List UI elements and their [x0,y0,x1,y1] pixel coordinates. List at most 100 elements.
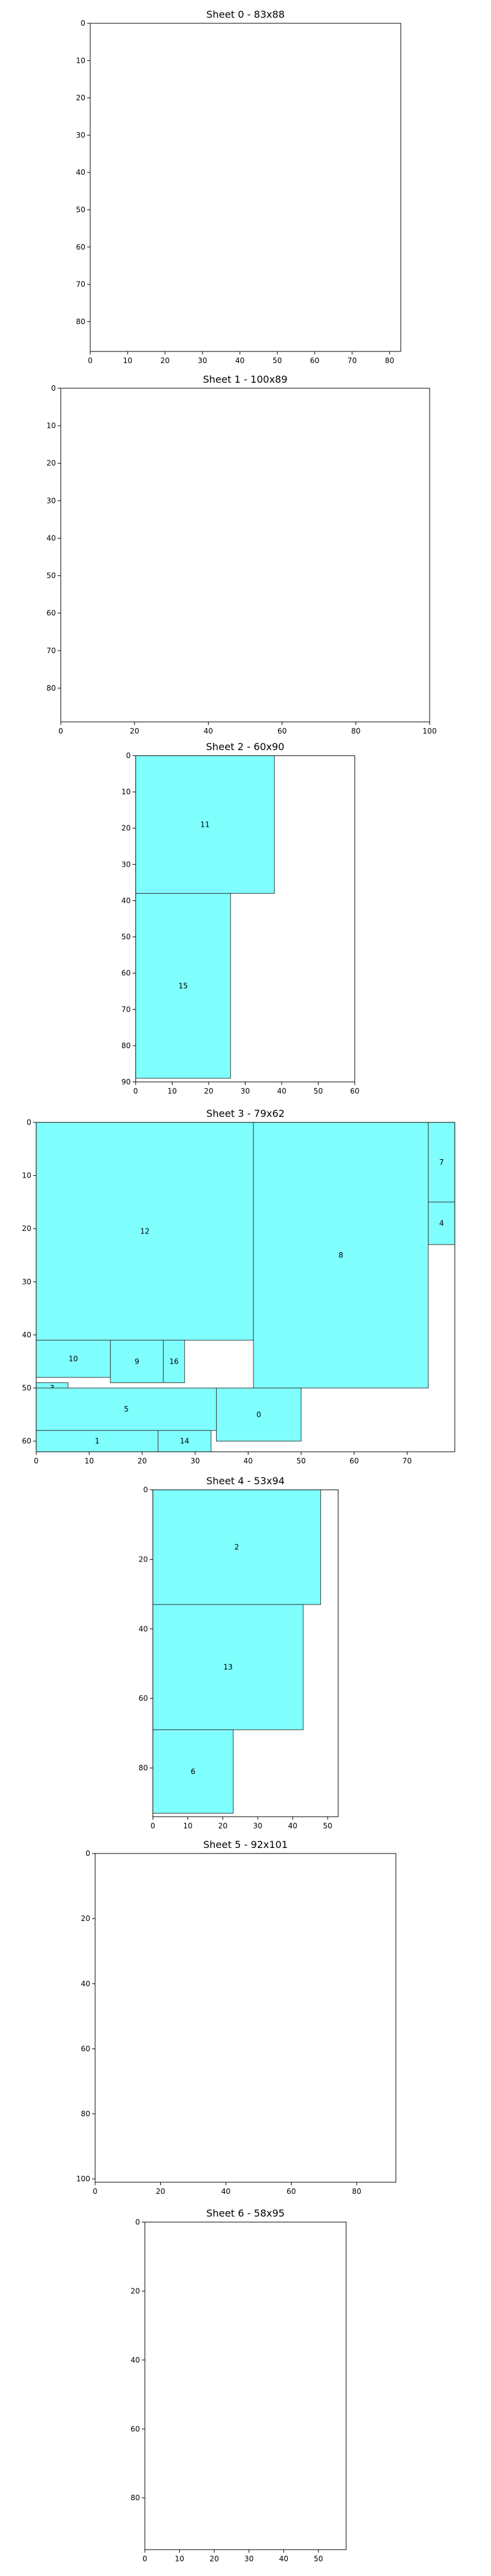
y-tick-label: 50 [122,933,131,941]
y-tick-label: 80 [139,1764,148,1773]
y-tick-label: 0 [143,1485,148,1494]
piece-2: 2 [152,1489,322,1605]
sheet-title: Sheet 2 - 60x90 [206,741,285,753]
x-tick-label: 50 [314,2555,323,2563]
sheet-panel-1: Sheet 1 - 100x89 0 20 40 60 80 100 0 10 20 30 40 50 6… [47,374,437,735]
sheet-panel-2: Sheet 2 - 60x90 11 15 0 10 20 30 40 50 60 0 10 20 30 4… [122,741,360,1095]
piece-6: 6 [152,1729,234,1814]
y-tick-label: 60 [122,969,131,978]
y-tick-label: 10 [122,788,131,796]
y-tick-label: 60 [76,243,85,251]
y-tick-label: 0 [51,384,56,393]
x-tick-label: 60 [349,1457,358,1465]
piece-10: 10 [36,1340,111,1378]
sheet-panel-3: Sheet 3 - 79x621287410916350114010203040… [22,1108,455,1465]
x-tick-label: 40 [204,727,213,735]
piece-5: 5 [36,1387,217,1431]
sheet-panel-0: Sheet 0 - 83x88 0 10 20 30 40 50 60 70 80 0 10 20 30 4… [76,9,401,365]
y-tick-label: 30 [47,496,56,505]
piece-rect [36,1430,159,1452]
piece-rect [152,1489,322,1605]
y-tick-label: 20 [131,2287,140,2295]
y-tick-label: 50 [22,1384,31,1392]
x-tick-label: 10 [183,1822,192,1830]
piece-label: 7 [439,1158,444,1167]
piece-4: 4 [428,1202,455,1245]
sheet-title: Sheet 5 - 92x101 [203,1839,288,1850]
piece-14: 14 [158,1430,212,1452]
y-tick-label: 30 [76,131,85,139]
y-tick-label: 60 [22,1437,31,1446]
x-tick-label: 20 [137,1457,147,1465]
y-tick-label: 70 [76,280,85,289]
piece-label: 5 [124,1405,129,1414]
y-tick-label: 80 [81,2110,90,2118]
piece-7: 7 [428,1122,455,1203]
piece-label: 8 [339,1251,344,1260]
piece-label: 12 [140,1227,149,1236]
y-tick-label: 40 [47,534,56,542]
x-tick-label: 40 [277,1087,286,1095]
x-tick-label: 10 [85,1457,94,1465]
x-tick-label: 0 [93,2187,98,2196]
y-tick-label: 0 [26,1118,31,1127]
x-tick-label: 20 [209,2555,218,2563]
y-tick-label: 0 [126,751,131,760]
y-tick-label: 80 [76,317,85,326]
x-tick-label: 10 [175,2555,184,2563]
piece-0: 0 [216,1387,302,1442]
y-tick-label: 40 [76,168,85,177]
y-tick-label: 20 [47,459,56,467]
x-tick-label: 50 [296,1457,306,1465]
piece-8: 8 [253,1122,429,1389]
x-tick-label: 0 [133,1087,138,1095]
x-tick-label: 30 [190,1457,199,1465]
piece-12: 12 [36,1122,254,1341]
y-tick-label: 20 [122,824,131,832]
x-tick-label: 40 [288,1822,297,1830]
x-tick-label: 20 [130,727,139,735]
y-tick-label: 0 [80,19,85,28]
x-tick-label: 30 [241,1087,250,1095]
y-tick-label: 30 [22,1278,31,1286]
sheet-frame [144,2221,347,2550]
x-tick-label: 80 [352,2187,361,2196]
y-tick-label: 10 [22,1171,31,1180]
y-tick-label: 0 [135,2218,140,2226]
y-tick-label: 40 [81,1979,90,1988]
sheet-frame [60,388,430,723]
x-tick-label: 30 [253,1822,262,1830]
x-tick-label: 60 [350,1087,359,1095]
sheet-title: Sheet 3 - 79x62 [206,1108,285,1119]
piece-label: 0 [257,1410,261,1419]
piece-rect [36,1387,217,1431]
x-tick-label: 0 [150,1822,155,1830]
x-tick-label: 60 [277,727,287,735]
sheet-frame [36,1122,455,1452]
x-tick-label: 70 [347,356,357,365]
piece-rect [135,755,275,894]
piece-label: 6 [191,1767,196,1776]
x-tick-label: 100 [423,727,437,735]
x-tick-label: 50 [314,1087,323,1095]
y-tick-label: 10 [47,421,56,430]
piece-rect [216,1387,302,1442]
piece-label: 2 [234,1543,239,1552]
piece-label: 16 [169,1357,179,1366]
y-tick-label: 40 [22,1330,31,1339]
x-tick-label: 50 [323,1822,332,1830]
piece-label: 1 [95,1437,99,1446]
sheet-frame [90,23,401,352]
x-tick-label: 30 [244,2555,253,2563]
x-tick-label: 30 [198,356,207,365]
x-tick-label: 20 [218,1822,227,1830]
x-tick-label: 20 [204,1087,213,1095]
x-tick-label: 80 [385,356,394,365]
x-tick-label: 10 [123,356,132,365]
piece-label: 10 [69,1354,78,1363]
sheet-panel-6: Sheet 6 - 58x95 0 10 20 30 40 50 0 20 40 60 80 [131,2207,347,2563]
y-tick-label: 40 [139,1625,148,1633]
x-tick-label: 40 [235,356,244,365]
y-tick-label: 50 [76,205,85,214]
